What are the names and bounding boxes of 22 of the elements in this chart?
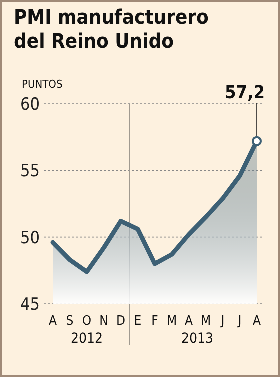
x-tick-label: J [220,314,225,329]
x-tick-label: A [253,314,261,329]
x-tick-label: A [185,314,193,329]
x-tick-label: M [166,314,178,329]
y-tick-label: 55 [20,162,40,182]
y-tick-label: 60 [20,95,40,115]
text: 2013 [181,331,214,347]
x-tick-label: E [134,314,142,329]
y-tick-label: 45 [20,295,40,315]
x-tick-label: N [100,314,108,329]
y-tick-label: 50 [20,228,40,248]
x-tick-label: M [200,314,212,329]
chart-title: PMI manufacturero del Reino Unido [14,5,209,53]
y-axis-title: PUNTOS [22,78,63,91]
x-tick-label: D [116,314,126,329]
text: 2012 [70,331,104,347]
x-tick-label: S [66,314,74,329]
x-tick-label: A [49,314,57,329]
x-tick-label: J [237,314,242,329]
x-tick-label: O [82,314,92,329]
x-tick-label: F [152,314,159,329]
data-label: 57,2 [225,82,265,104]
